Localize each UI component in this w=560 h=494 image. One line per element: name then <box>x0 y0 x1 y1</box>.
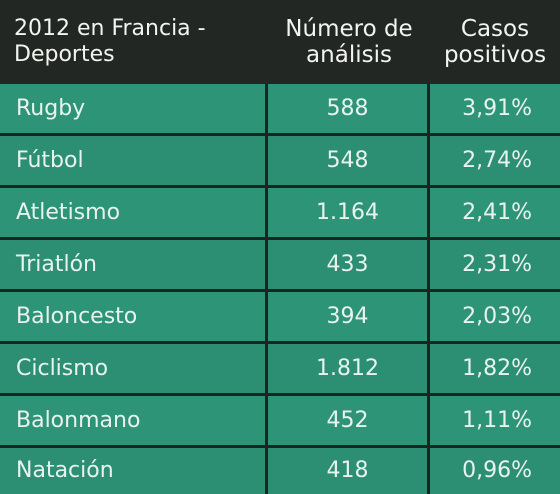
cell-analyses: 452 <box>268 395 430 448</box>
header-positive-line1: Casos <box>460 16 530 42</box>
table-row: Ciclismo 1.812 1,82% <box>0 343 560 396</box>
header-sport: 2012 en Francia - Deportes <box>0 0 268 84</box>
header-row: 2012 en Francia - Deportes Número de aná… <box>0 0 560 84</box>
table-header: 2012 en Francia - Deportes Número de aná… <box>0 0 560 84</box>
cell-sport: Natación <box>0 447 268 494</box>
table-row: Rugby 588 3,91% <box>0 84 560 136</box>
header-positive-line2: positivos <box>443 42 547 68</box>
header-positive: Casos positivos <box>430 0 560 84</box>
cell-positive: 2,41% <box>430 187 560 240</box>
cell-positive: 2,03% <box>430 291 560 344</box>
cell-analyses: 1.164 <box>268 187 430 240</box>
cell-analyses: 1.812 <box>268 343 430 396</box>
cell-positive: 1,11% <box>430 395 560 448</box>
cell-positive: 2,31% <box>430 239 560 292</box>
header-sport-line1: 2012 en Francia - <box>14 16 206 41</box>
cell-sport: Fútbol <box>0 135 268 188</box>
table-body: Rugby 588 3,91% Fútbol 548 2,74% Atletis… <box>0 84 560 494</box>
cell-sport: Atletismo <box>0 187 268 240</box>
cell-positive: 2,74% <box>430 135 560 188</box>
cell-analyses: 418 <box>268 447 430 494</box>
cell-positive: 3,91% <box>430 84 560 136</box>
table-row: Natación 418 0,96% <box>0 447 560 494</box>
cell-positive: 0,96% <box>430 447 560 494</box>
cell-sport: Baloncesto <box>0 291 268 344</box>
table-row: Triatlón 433 2,31% <box>0 239 560 292</box>
table-row: Atletismo 1.164 2,41% <box>0 187 560 240</box>
table-row: Balonmano 452 1,11% <box>0 395 560 448</box>
table-row: Fútbol 548 2,74% <box>0 135 560 188</box>
header-analyses-line1: Número de <box>285 16 413 42</box>
cell-sport: Rugby <box>0 84 268 136</box>
header-analyses-line2: análisis <box>306 42 392 68</box>
cell-positive: 1,82% <box>430 343 560 396</box>
header-analyses: Número de análisis <box>268 0 430 84</box>
header-sport-line2: Deportes <box>14 42 115 67</box>
cell-analyses: 548 <box>268 135 430 188</box>
table-row: Baloncesto 394 2,03% <box>0 291 560 344</box>
cell-analyses: 433 <box>268 239 430 292</box>
cell-analyses: 588 <box>268 84 430 136</box>
cell-sport: Balonmano <box>0 395 268 448</box>
cell-sport: Triatlón <box>0 239 268 292</box>
cell-sport: Ciclismo <box>0 343 268 396</box>
cell-analyses: 394 <box>268 291 430 344</box>
